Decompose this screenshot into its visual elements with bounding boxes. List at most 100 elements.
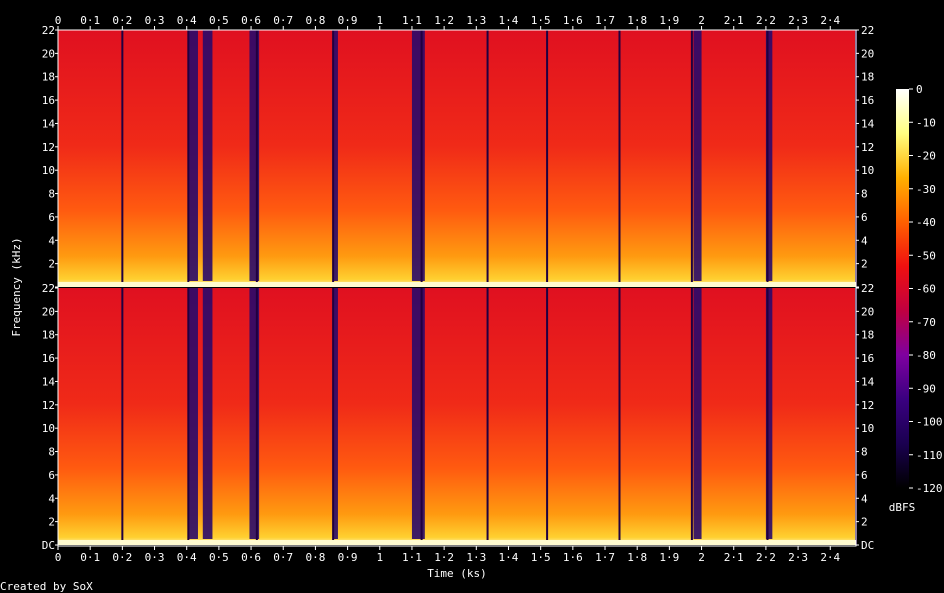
x-tick-label-top: 0·1	[80, 14, 100, 27]
y-tick-label-left: DC	[42, 539, 55, 552]
x-tick-label-top: 1·1	[402, 14, 422, 27]
x-tick-label-bottom: 2·3	[788, 551, 808, 564]
x-tick-label-bottom: 1·3	[466, 551, 486, 564]
y-tick-label-left: 6	[48, 469, 55, 482]
x-tick-label-top: 1·8	[627, 14, 647, 27]
colorbar-label: dBFS	[889, 501, 916, 514]
x-tick-label-bottom: 1·6	[563, 551, 583, 564]
segment-boundary	[486, 30, 489, 287]
y-tick-label-right: 14	[861, 117, 875, 130]
y-tick-label-right: 18	[861, 329, 874, 342]
y-tick-label-right: 20	[861, 47, 874, 60]
channel-background	[58, 288, 856, 545]
quiet-gap	[188, 30, 198, 281]
quiet-gap	[202, 288, 213, 539]
y-tick-label-left: 20	[42, 305, 55, 318]
x-tick-label-bottom: 1·1	[402, 551, 422, 564]
quiet-gap	[249, 30, 260, 281]
colorbar-tick-label: -80	[916, 349, 936, 362]
y-tick-label-right: 10	[861, 422, 874, 435]
segment-boundary	[187, 30, 190, 287]
y-tick-label-right: 4	[861, 492, 868, 505]
x-tick-label-top: 2·3	[788, 14, 808, 27]
quiet-gap	[765, 30, 773, 281]
colorbar-tick-label: -40	[916, 216, 936, 229]
y-tick-label-left: 2	[48, 258, 55, 271]
segment-boundary	[546, 288, 549, 545]
colorbar-tick-label: -100	[916, 416, 943, 429]
y-tick-label-left: 22	[42, 24, 55, 37]
x-tick-label-bottom: 0	[55, 551, 62, 564]
y-tick-label-left: 2	[48, 516, 55, 529]
quiet-gap	[411, 288, 425, 539]
y-tick-label-right: 2	[861, 258, 868, 271]
segment-boundary	[255, 288, 258, 545]
colorbar-tick-label: 0	[916, 83, 923, 96]
y-tick-label-right: 18	[861, 71, 874, 84]
x-tick-label-bottom: 1·4	[499, 551, 519, 564]
y-tick-label-right: 22	[861, 282, 874, 295]
colorbar-tick-label: -60	[916, 283, 936, 296]
channel-1	[58, 30, 857, 287]
colorbar-tick-label: -10	[916, 116, 936, 129]
x-tick-label-bottom: 0·6	[241, 551, 261, 564]
x-tick-label-top: 1·9	[659, 14, 679, 27]
x-tick-label-top: 2	[698, 14, 705, 27]
y-tick-label-left: 18	[42, 71, 55, 84]
y-tick-label-right: 6	[861, 211, 868, 224]
x-tick-label-top: 1·4	[499, 14, 519, 27]
y-tick-label-right: 4	[861, 234, 868, 247]
y-tick-label-right: 2	[861, 516, 868, 529]
x-tick-label-top: 1·7	[595, 14, 615, 27]
axes: 0 0 0·1 0·1 0·2 0·2 0·3 0·3 0·4 0·4 0·5 0·5 0·6 0·6 0·…	[42, 14, 875, 564]
x-tick-label-bottom: 0·8	[305, 551, 325, 564]
x-tick-label-bottom: 1·5	[531, 551, 551, 564]
x-tick-label-bottom: 2	[698, 551, 705, 564]
channel-background	[58, 30, 856, 287]
x-tick-label-bottom: 0·5	[209, 551, 229, 564]
quiet-gap	[249, 288, 260, 539]
colorbar-tick-label: -120	[916, 482, 943, 495]
quiet-gap	[411, 30, 425, 281]
y-tick-label-right: 20	[861, 305, 874, 318]
x-tick-label-top: 0·4	[177, 14, 197, 27]
y-tick-label-right: 22	[861, 24, 874, 37]
x-tick-label-top: 1·5	[531, 14, 551, 27]
channel-2	[58, 288, 857, 545]
quiet-gap	[202, 30, 213, 281]
quiet-gap	[188, 288, 198, 539]
x-tick-label-bottom: 0·2	[112, 551, 132, 564]
x-tick-label-bottom: 2·4	[820, 551, 840, 564]
x-tick-label-top: 0·9	[338, 14, 358, 27]
segment-boundary	[420, 288, 423, 545]
segment-boundary	[690, 30, 693, 287]
segment-boundary	[121, 288, 124, 545]
quiet-gap	[693, 30, 702, 281]
segment-boundary	[618, 30, 621, 287]
quiet-gap	[333, 30, 338, 281]
y-tick-label-left: 8	[48, 188, 55, 201]
x-tick-label-bottom: 1·9	[659, 551, 679, 564]
colorbar-tick-label: -110	[916, 449, 943, 462]
dc-band	[58, 540, 856, 545]
x-tick-label-top: 0·6	[241, 14, 261, 27]
y-tick-label-left: 22	[42, 282, 55, 295]
x-tick-label-top: 2·1	[724, 14, 744, 27]
x-tick-label-bottom: 1·8	[627, 551, 647, 564]
quiet-gap	[765, 288, 773, 539]
x-tick-label-bottom: 0·9	[338, 551, 358, 564]
colorbar-tick-label: -30	[916, 183, 936, 196]
y-tick-label-right: 12	[861, 141, 874, 154]
x-tick-label-bottom: 0·1	[80, 551, 100, 564]
x-axis-label: Time (ks)	[427, 567, 487, 580]
plot-area	[58, 30, 857, 545]
segment-boundary	[546, 30, 549, 287]
x-tick-label-top: 2·2	[756, 14, 776, 27]
y-tick-label-right: DC	[861, 539, 874, 552]
x-tick-label-top: 1·3	[466, 14, 486, 27]
y-tick-label-left: 4	[48, 234, 55, 247]
x-tick-label-bottom: 1	[376, 551, 383, 564]
segment-boundary	[121, 30, 124, 287]
segment-boundary	[255, 30, 258, 287]
